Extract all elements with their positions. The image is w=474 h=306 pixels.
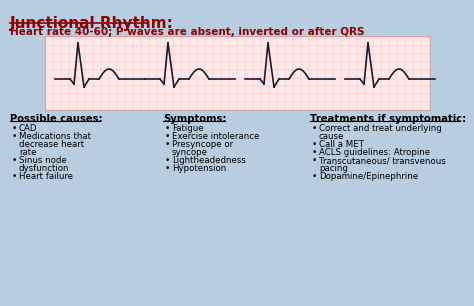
Text: Exercise intolerance: Exercise intolerance [172,132,259,141]
Text: Transcutaneous/ transvenous: Transcutaneous/ transvenous [319,156,446,165]
Text: •: • [312,148,318,157]
Text: Treatments if symptomatic:: Treatments if symptomatic: [310,114,466,124]
Text: rate: rate [19,148,36,157]
Text: •: • [165,156,170,165]
FancyBboxPatch shape [45,36,430,110]
Text: •: • [312,172,318,181]
Text: CAD: CAD [19,124,37,133]
Text: •: • [165,164,170,173]
Text: •: • [312,140,318,149]
Text: •: • [165,132,170,141]
Text: •: • [12,172,18,181]
Text: syncope: syncope [172,148,208,157]
Text: Call a MET: Call a MET [319,140,364,149]
Text: pacing: pacing [319,164,348,173]
Text: •: • [312,124,318,133]
Text: cause: cause [319,132,345,141]
Text: Dopamine/Epinephrine: Dopamine/Epinephrine [319,172,418,181]
Text: •: • [165,124,170,133]
Text: Symptoms:: Symptoms: [163,114,227,124]
Text: Sinus node: Sinus node [19,156,67,165]
Text: Medications that: Medications that [19,132,91,141]
Text: Fatigue: Fatigue [172,124,204,133]
Text: Hypotension: Hypotension [172,164,226,173]
Text: •: • [165,140,170,149]
Text: Heart rate 40-60; P waves are absent, inverted or after QRS: Heart rate 40-60; P waves are absent, in… [10,27,365,37]
Text: Presyncope or: Presyncope or [172,140,233,149]
Text: Possible causes:: Possible causes: [10,114,103,124]
Text: •: • [12,124,18,133]
Text: Correct and treat underlying: Correct and treat underlying [319,124,442,133]
Text: •: • [12,132,18,141]
Text: •: • [12,156,18,165]
Text: ACLS guidelines: Atropine: ACLS guidelines: Atropine [319,148,430,157]
Text: Heart failure: Heart failure [19,172,73,181]
Text: dysfunction: dysfunction [19,164,70,173]
Text: Junctional Rhythm:: Junctional Rhythm: [10,16,174,31]
Text: •: • [312,156,318,165]
Text: Lightheadedness: Lightheadedness [172,156,246,165]
Text: decrease heart: decrease heart [19,140,84,149]
